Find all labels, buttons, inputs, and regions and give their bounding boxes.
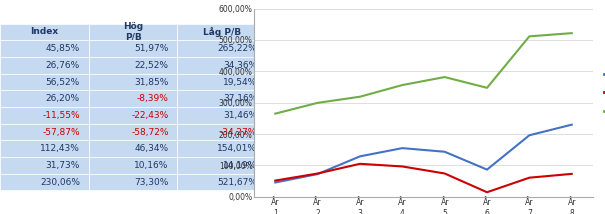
Legend: Index, Hög P/B, Låg P/B: Index, Hög P/B, Låg P/B xyxy=(601,67,605,120)
